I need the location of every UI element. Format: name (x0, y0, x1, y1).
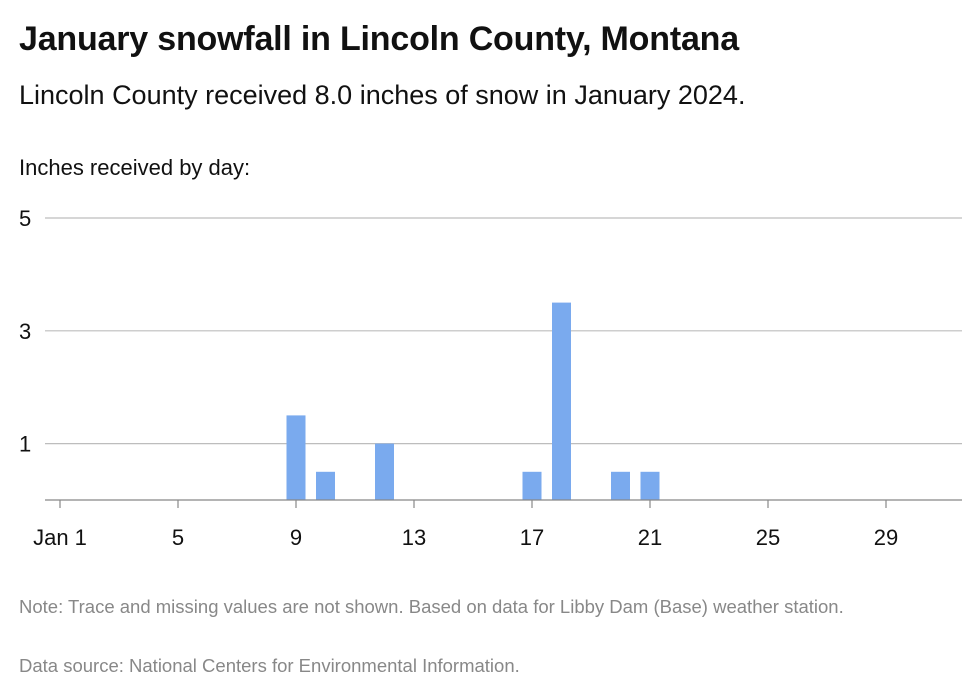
bar-day-18 (552, 302, 571, 500)
y-tick-label-3: 3 (19, 319, 31, 344)
chart-note: Note: Trace and missing values are not s… (19, 596, 844, 617)
x-tick-label-1: Jan 1 (33, 525, 87, 550)
x-tick-label-25: 25 (756, 525, 780, 550)
chart-title: January snowfall in Lincoln County, Mont… (19, 20, 739, 58)
chart-subtitle: Lincoln County received 8.0 inches of sn… (19, 80, 746, 110)
x-tick-label-21: 21 (638, 525, 662, 550)
y-axis-caption: Inches received by day: (19, 155, 251, 180)
x-tick-label-5: 5 (172, 525, 184, 550)
y-tick-label-1: 1 (19, 432, 31, 457)
bar-day-9 (286, 415, 306, 500)
bar-day-20 (611, 471, 630, 500)
x-tick-label-29: 29 (874, 525, 898, 550)
x-tick-label-17: 17 (520, 525, 544, 550)
x-tick-label-9: 9 (290, 525, 302, 550)
bar-day-21 (640, 471, 660, 500)
bar-day-10 (316, 471, 335, 500)
x-tick-label-13: 13 (402, 525, 426, 550)
bar-day-12 (375, 443, 394, 500)
data-source: Data source: National Centers for Enviro… (19, 655, 520, 676)
y-tick-label-5: 5 (19, 206, 31, 231)
bar-day-17 (522, 471, 542, 500)
